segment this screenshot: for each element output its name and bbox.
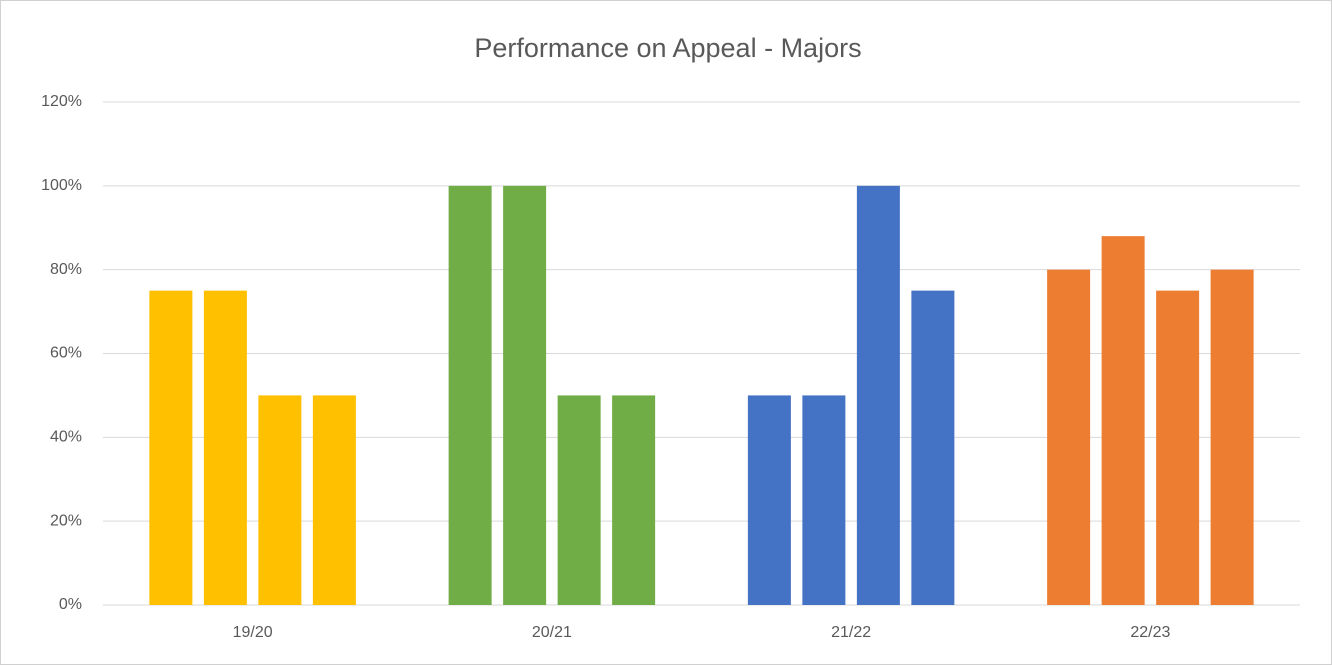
bar [312,395,356,605]
y-tick-label: 100% [41,177,82,194]
bar [1156,290,1200,605]
x-tick-label: 22/23 [1130,624,1170,641]
y-tick-label: 80% [50,261,82,278]
bar [503,185,547,606]
bar [203,290,247,605]
bar [911,290,955,605]
bar [1101,236,1145,605]
bar [802,395,846,605]
y-tick-label: 60% [50,345,82,362]
x-tick-label: 19/20 [233,624,273,641]
bar [747,395,791,605]
chart-title: Performance on Appeal - Majors [474,33,861,63]
bar [149,290,193,605]
x-tick-label: 20/21 [532,624,572,641]
x-tick-label: 21/22 [831,624,871,641]
bar [258,395,302,605]
bar [557,395,601,605]
bar [448,185,492,606]
bar [1047,269,1091,605]
y-tick-label: 40% [50,429,82,446]
bar [1210,269,1254,605]
bar [612,395,656,605]
bar [856,185,900,606]
y-tick-label: 120% [41,93,82,110]
y-tick-label: 0% [59,596,82,613]
y-tick-label: 20% [50,512,82,529]
